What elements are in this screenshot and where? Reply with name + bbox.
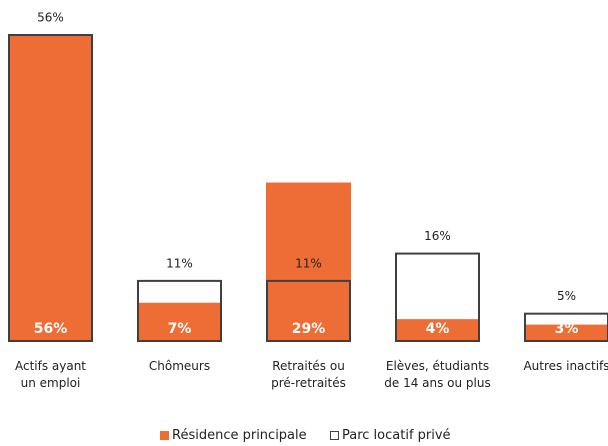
value-label: 16% [424, 229, 451, 243]
legend-entry: Résidence principale [160, 428, 307, 443]
legend-label: Résidence principale [172, 428, 307, 443]
value-label: 11% [295, 256, 322, 270]
bar-outline [137, 279, 222, 342]
bar [266, 182, 351, 341]
x-tick-label: Chômeurs [148, 359, 211, 373]
bar [395, 319, 480, 341]
legend-swatch [160, 431, 169, 440]
bar-outline [8, 34, 93, 342]
bar-outline [395, 252, 480, 342]
x-tick-label: Autres inactifs [523, 359, 608, 373]
value-label: 56% [34, 321, 68, 337]
legend-label: Parc locatif privé [342, 428, 451, 443]
bar-outline [266, 279, 351, 342]
x-tick-label: Actifs ayant un emploi [14, 359, 87, 390]
value-label: 29% [292, 321, 326, 337]
bar [8, 35, 93, 341]
bar-outline [524, 312, 608, 342]
value-label: 7% [168, 321, 192, 337]
x-tick-label: Elèves, étudiants de 14 ans ou plus [384, 359, 491, 390]
value-label: 3% [555, 321, 579, 337]
value-label: 4% [426, 321, 450, 337]
value-label: 11% [166, 256, 193, 270]
x-tick-label: Retraités ou pré-retraités [271, 359, 346, 390]
value-label: 5% [557, 289, 576, 303]
bar [524, 324, 608, 341]
legend-entry: Parc locatif privé [330, 428, 451, 443]
bar [137, 302, 222, 341]
legend-swatch [330, 431, 339, 440]
value-label: 56% [37, 11, 64, 25]
